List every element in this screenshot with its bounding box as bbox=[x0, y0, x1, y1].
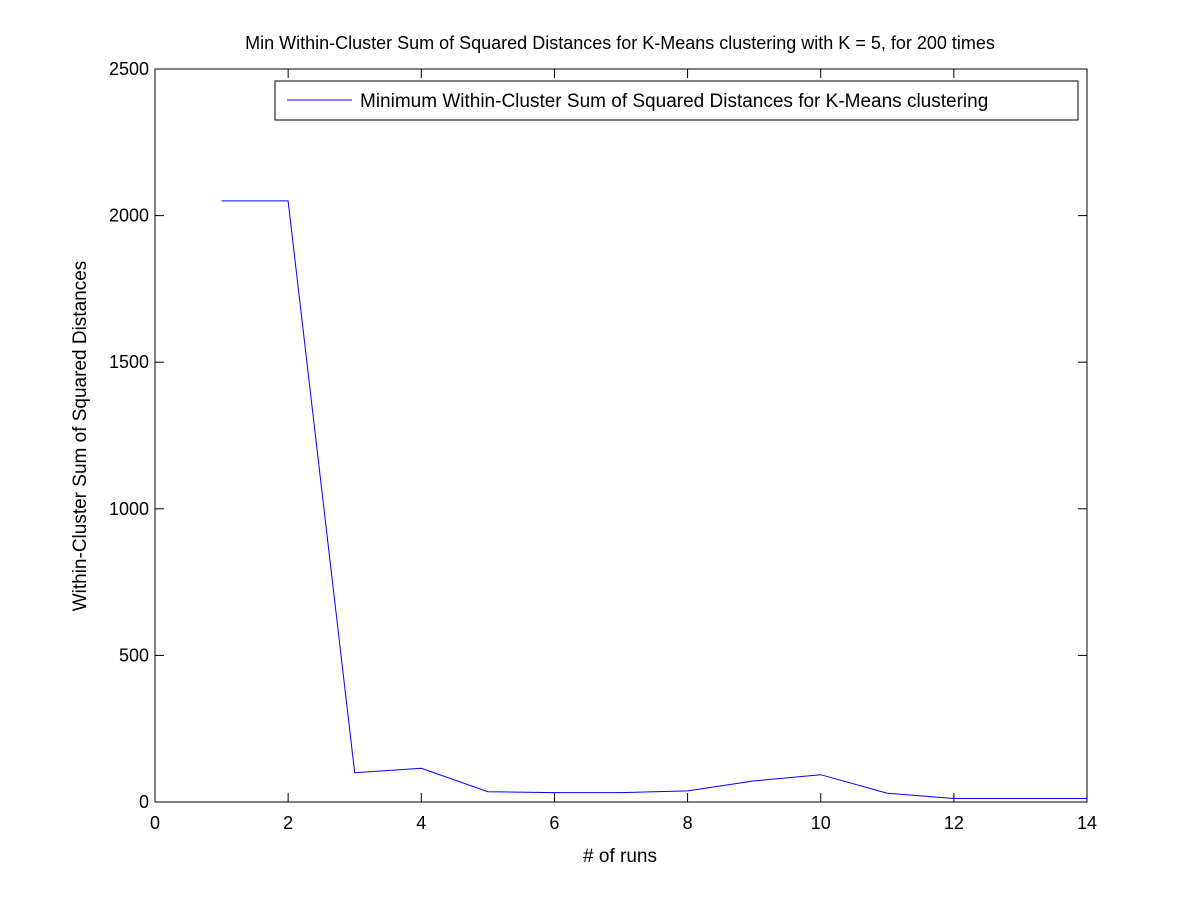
y-tick-label: 1500 bbox=[109, 352, 149, 372]
x-tick-label: 6 bbox=[549, 813, 559, 833]
axis-ticks: 0 2 4 6 8 10 12 14 0 500 1000 1500 2000 2500 bbox=[109, 59, 1097, 833]
x-tick-label: 4 bbox=[416, 813, 426, 833]
legend-label: Minimum Within-Cluster Sum of Squared Di… bbox=[360, 91, 988, 112]
y-axis-label: Within-Cluster Sum of Squared Distances bbox=[70, 261, 91, 612]
y-tick-label: 0 bbox=[139, 792, 149, 812]
x-tick-label: 2 bbox=[283, 813, 293, 833]
chart-title: Min Within-Cluster Sum of Squared Distan… bbox=[245, 33, 995, 53]
x-tick-label: 8 bbox=[683, 813, 693, 833]
y-tick-label: 2500 bbox=[109, 59, 149, 79]
x-axis-label: # of runs bbox=[583, 846, 657, 867]
x-tick-label: 0 bbox=[150, 813, 160, 833]
legend-box bbox=[274, 80, 1079, 121]
series-line bbox=[221, 200, 1087, 799]
x-tick-label: 14 bbox=[1077, 813, 1097, 833]
x-tick-label: 12 bbox=[944, 813, 964, 833]
y-tick-label: 2000 bbox=[109, 206, 149, 226]
series-layer bbox=[221, 200, 1087, 799]
y-tick-label: 500 bbox=[119, 645, 149, 665]
legend: Minimum Within-Cluster Sum of Squared Di… bbox=[274, 80, 1079, 121]
plot-area bbox=[154, 68, 1088, 803]
x-tick-label: 10 bbox=[811, 813, 831, 833]
y-tick-label: 1000 bbox=[109, 499, 149, 519]
